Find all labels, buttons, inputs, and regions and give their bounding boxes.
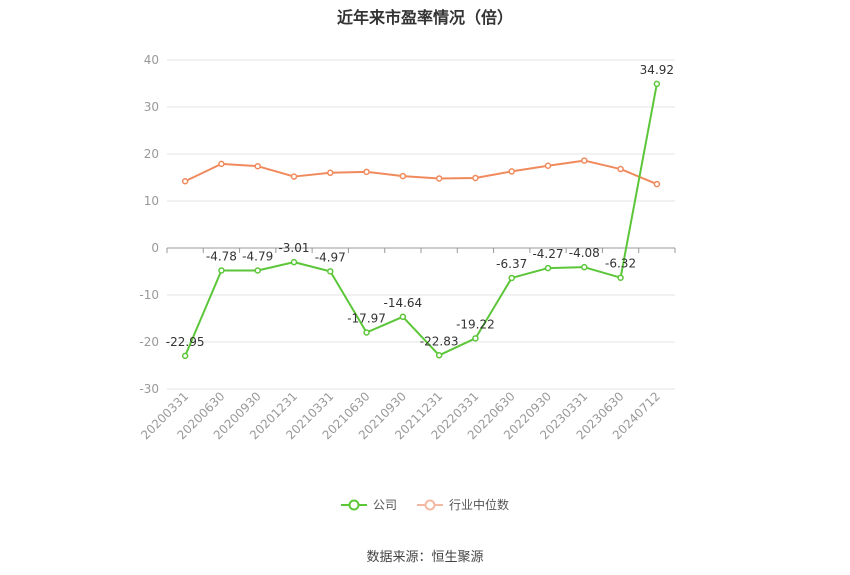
data-label: -14.64: [384, 296, 423, 310]
data-point-company: [254, 267, 261, 274]
data-point-industry-median: [218, 160, 225, 168]
legend: 公司 行业中位数: [0, 496, 850, 513]
series-line-industry-median: [184, 159, 658, 186]
data-point-company: [581, 263, 588, 271]
data-point-industry-median: [363, 168, 370, 176]
data-label: -4.97: [315, 250, 346, 264]
legend-industry-marker-icon: [417, 499, 443, 510]
data-point-industry-median: [399, 172, 407, 180]
data-label: -4.78: [206, 249, 237, 263]
data-label: -6.37: [496, 257, 527, 271]
y-tick-label: 0: [151, 241, 159, 255]
data-point-industry-median: [581, 157, 588, 164]
data-point-industry-median: [290, 173, 298, 180]
data-point-industry-median: [181, 178, 189, 185]
y-tick-label: 40: [144, 53, 159, 67]
data-point-industry-median: [435, 175, 443, 182]
legend-label-industry-median: 行业中位数: [449, 498, 510, 512]
data-point-industry-median: [327, 169, 334, 177]
data-point-company: [472, 335, 479, 342]
y-tick-label: -20: [139, 335, 159, 349]
data-point-industry-median: [544, 162, 552, 169]
series-group: [181, 80, 661, 360]
data-labels: -22.95 -4.78 -4.79 -3.01 -4.97 -17.97-14.64 -2…: [166, 63, 674, 349]
y-tick-label: 10: [144, 194, 159, 208]
legend-label-company: 公司: [372, 498, 397, 512]
legend-item-industry-median[interactable]: 行业中位数: [417, 496, 509, 513]
data-point-company: [363, 329, 370, 336]
data-point-industry-median: [508, 168, 515, 175]
data-label: -4.08: [569, 246, 600, 260]
data-point-company: [218, 267, 225, 274]
data-point-company: [508, 274, 515, 282]
chart-title: 近年来市盈率情况（倍）: [336, 8, 513, 27]
data-point-company: [181, 352, 189, 360]
data-point-industry-median: [617, 165, 624, 173]
data-source: 数据来源：恒生聚源: [366, 550, 484, 565]
data-label: -22.83: [420, 334, 459, 348]
data-label: -3.01: [278, 241, 309, 255]
data-label: -22.95: [166, 335, 205, 349]
data-label: 34.92: [640, 63, 674, 77]
data-point-company: [327, 268, 334, 275]
legend-company-marker-icon: [340, 499, 367, 510]
data-label: -4.27: [532, 247, 563, 261]
data-point-company: [435, 352, 443, 359]
legend-item-company[interactable]: 公司: [340, 496, 397, 513]
y-axis: 40 30 20 10 0 -10 -20 -30: [139, 53, 159, 396]
data-point-company: [653, 80, 661, 88]
data-label: -19.22: [456, 317, 495, 331]
y-tick-label: 20: [144, 147, 159, 161]
y-tick-label: -30: [139, 382, 159, 396]
data-point-company: [617, 274, 624, 281]
data-label: -17.97: [347, 311, 386, 325]
data-point-industry-median: [254, 162, 261, 170]
data-label: -4.79: [242, 250, 273, 264]
data-point-company: [544, 264, 552, 272]
y-tick-label: -10: [139, 288, 159, 302]
y-tick-label: 30: [144, 100, 159, 114]
data-point-industry-median: [653, 180, 661, 188]
data-label: -6.32: [605, 257, 636, 271]
data-point-company: [290, 258, 298, 266]
series-line-company: [184, 83, 658, 357]
data-point-industry-median: [472, 174, 479, 182]
data-point-company: [399, 313, 407, 321]
